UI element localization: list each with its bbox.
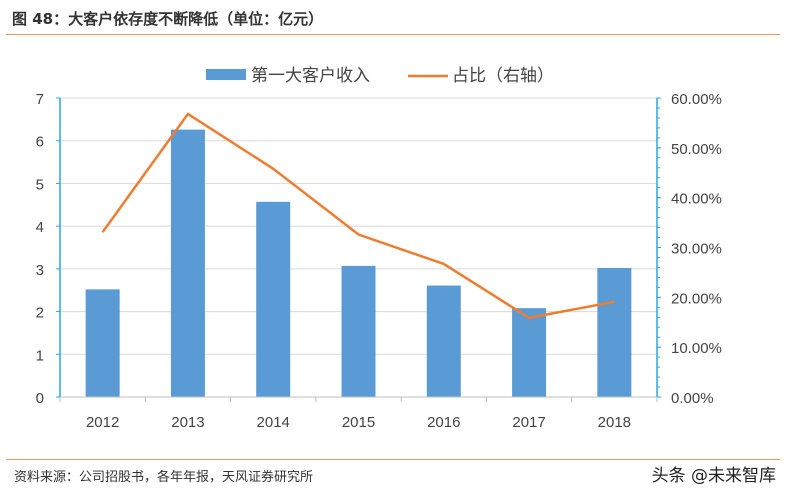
x-tick-label: 2013 — [171, 414, 204, 431]
legend-label-line: 占比（右轴） — [452, 66, 554, 85]
left-tick-label: 0 — [36, 390, 44, 407]
bar-2013 — [170, 129, 205, 397]
ratio-point-2015 — [358, 234, 359, 236]
legend-swatch-bar — [206, 69, 246, 80]
right-tick-label: 20.00% — [671, 290, 722, 307]
left-tick-label: 1 — [36, 347, 44, 364]
right-tick-label: 60.00% — [671, 91, 722, 108]
bar-2016 — [426, 285, 461, 397]
ratio-point-2014 — [272, 168, 274, 170]
left-tick-label: 2 — [36, 305, 44, 322]
x-tick-label: 2017 — [512, 414, 545, 431]
left-tick-label: 3 — [36, 262, 44, 279]
x-tick-label: 2018 — [598, 414, 631, 431]
right-tick-label: 30.00% — [671, 241, 722, 258]
source-note: 资料来源：公司招股书，各年年报，天风证券研究所 — [14, 470, 314, 485]
ratio-point-2013 — [187, 113, 189, 115]
left-tick-label: 6 — [36, 134, 44, 151]
top-divider — [6, 34, 780, 35]
x-tick-label: 2016 — [427, 414, 460, 431]
left-tick-label: 4 — [36, 219, 44, 236]
right-tick-label: 10.00% — [671, 340, 722, 357]
chart: 0 1 2 3 4 5 6 7 0.00% 10.00% 20.00% 30.00% 40.00% 50.… — [36, 66, 722, 431]
ratio-point-2017 — [528, 317, 530, 319]
bar-2018 — [597, 268, 632, 397]
x-tick-label: 2012 — [86, 414, 119, 431]
ratio-point-2018 — [613, 301, 615, 303]
legend-label-bar: 第一大客户收入 — [251, 66, 370, 85]
left-tick-label: 7 — [36, 91, 44, 108]
bar-2014 — [256, 201, 291, 397]
x-tick-label: 2015 — [342, 414, 375, 431]
left-tick-label: 5 — [36, 176, 44, 193]
right-tick-label: 0.00% — [671, 390, 714, 407]
bar-2017 — [512, 308, 547, 397]
right-tick-label: 50.00% — [671, 141, 722, 158]
bar-2015 — [341, 265, 376, 397]
watermark: 头条 @未来智库 — [651, 466, 776, 486]
x-tick-label: 2014 — [257, 414, 290, 431]
bar-2012 — [85, 289, 120, 397]
ratio-point-2012 — [102, 231, 104, 233]
figure-title: 图 48：大客户依存度不断降低（单位：亿元） — [12, 10, 324, 28]
right-tick-label: 40.00% — [671, 191, 722, 208]
ratio-point-2016 — [443, 263, 445, 265]
bottom-divider — [6, 459, 780, 460]
